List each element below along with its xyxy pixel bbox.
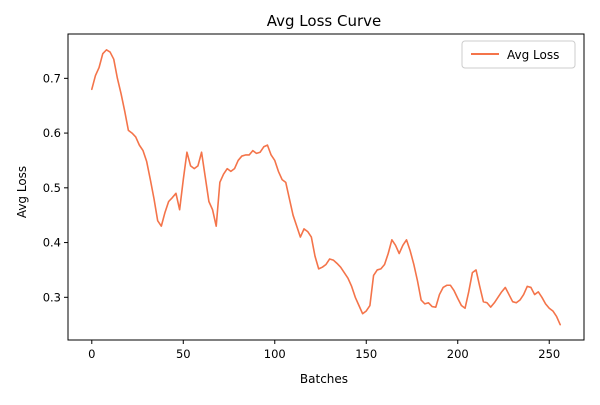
y-tick-label: 0.6 xyxy=(43,126,61,140)
series-line-avg-loss xyxy=(90,49,562,326)
x-tick-label: 200 xyxy=(447,347,469,361)
x-tick-label: 150 xyxy=(355,347,377,361)
axes-frame xyxy=(67,33,585,341)
x-tick-label: 50 xyxy=(176,347,191,361)
plot-area xyxy=(90,49,562,326)
y-tick-label: 0.5 xyxy=(43,181,61,195)
y-tick-label: 0.7 xyxy=(43,71,61,85)
y-tick-label: 0.3 xyxy=(43,290,61,304)
y-axis-label: Avg Loss xyxy=(15,166,29,218)
legend-label: Avg Loss xyxy=(507,48,559,62)
y-axis-ticks: 0.3 0.4 0.5 0.6 0.7 xyxy=(43,71,68,304)
x-tick-label: 0 xyxy=(88,347,95,361)
x-axis-label: Batches xyxy=(300,372,348,386)
x-tick-label: 100 xyxy=(264,347,286,361)
legend-frame xyxy=(461,40,576,69)
x-tick-label: 250 xyxy=(538,347,560,361)
y-tick-label: 0.4 xyxy=(43,236,61,250)
chart-title: Avg Loss Curve xyxy=(267,12,381,30)
legend: Avg Loss xyxy=(461,40,576,69)
axes xyxy=(67,33,585,341)
x-axis-ticks: 0 50 100 150 200 250 xyxy=(88,340,560,361)
